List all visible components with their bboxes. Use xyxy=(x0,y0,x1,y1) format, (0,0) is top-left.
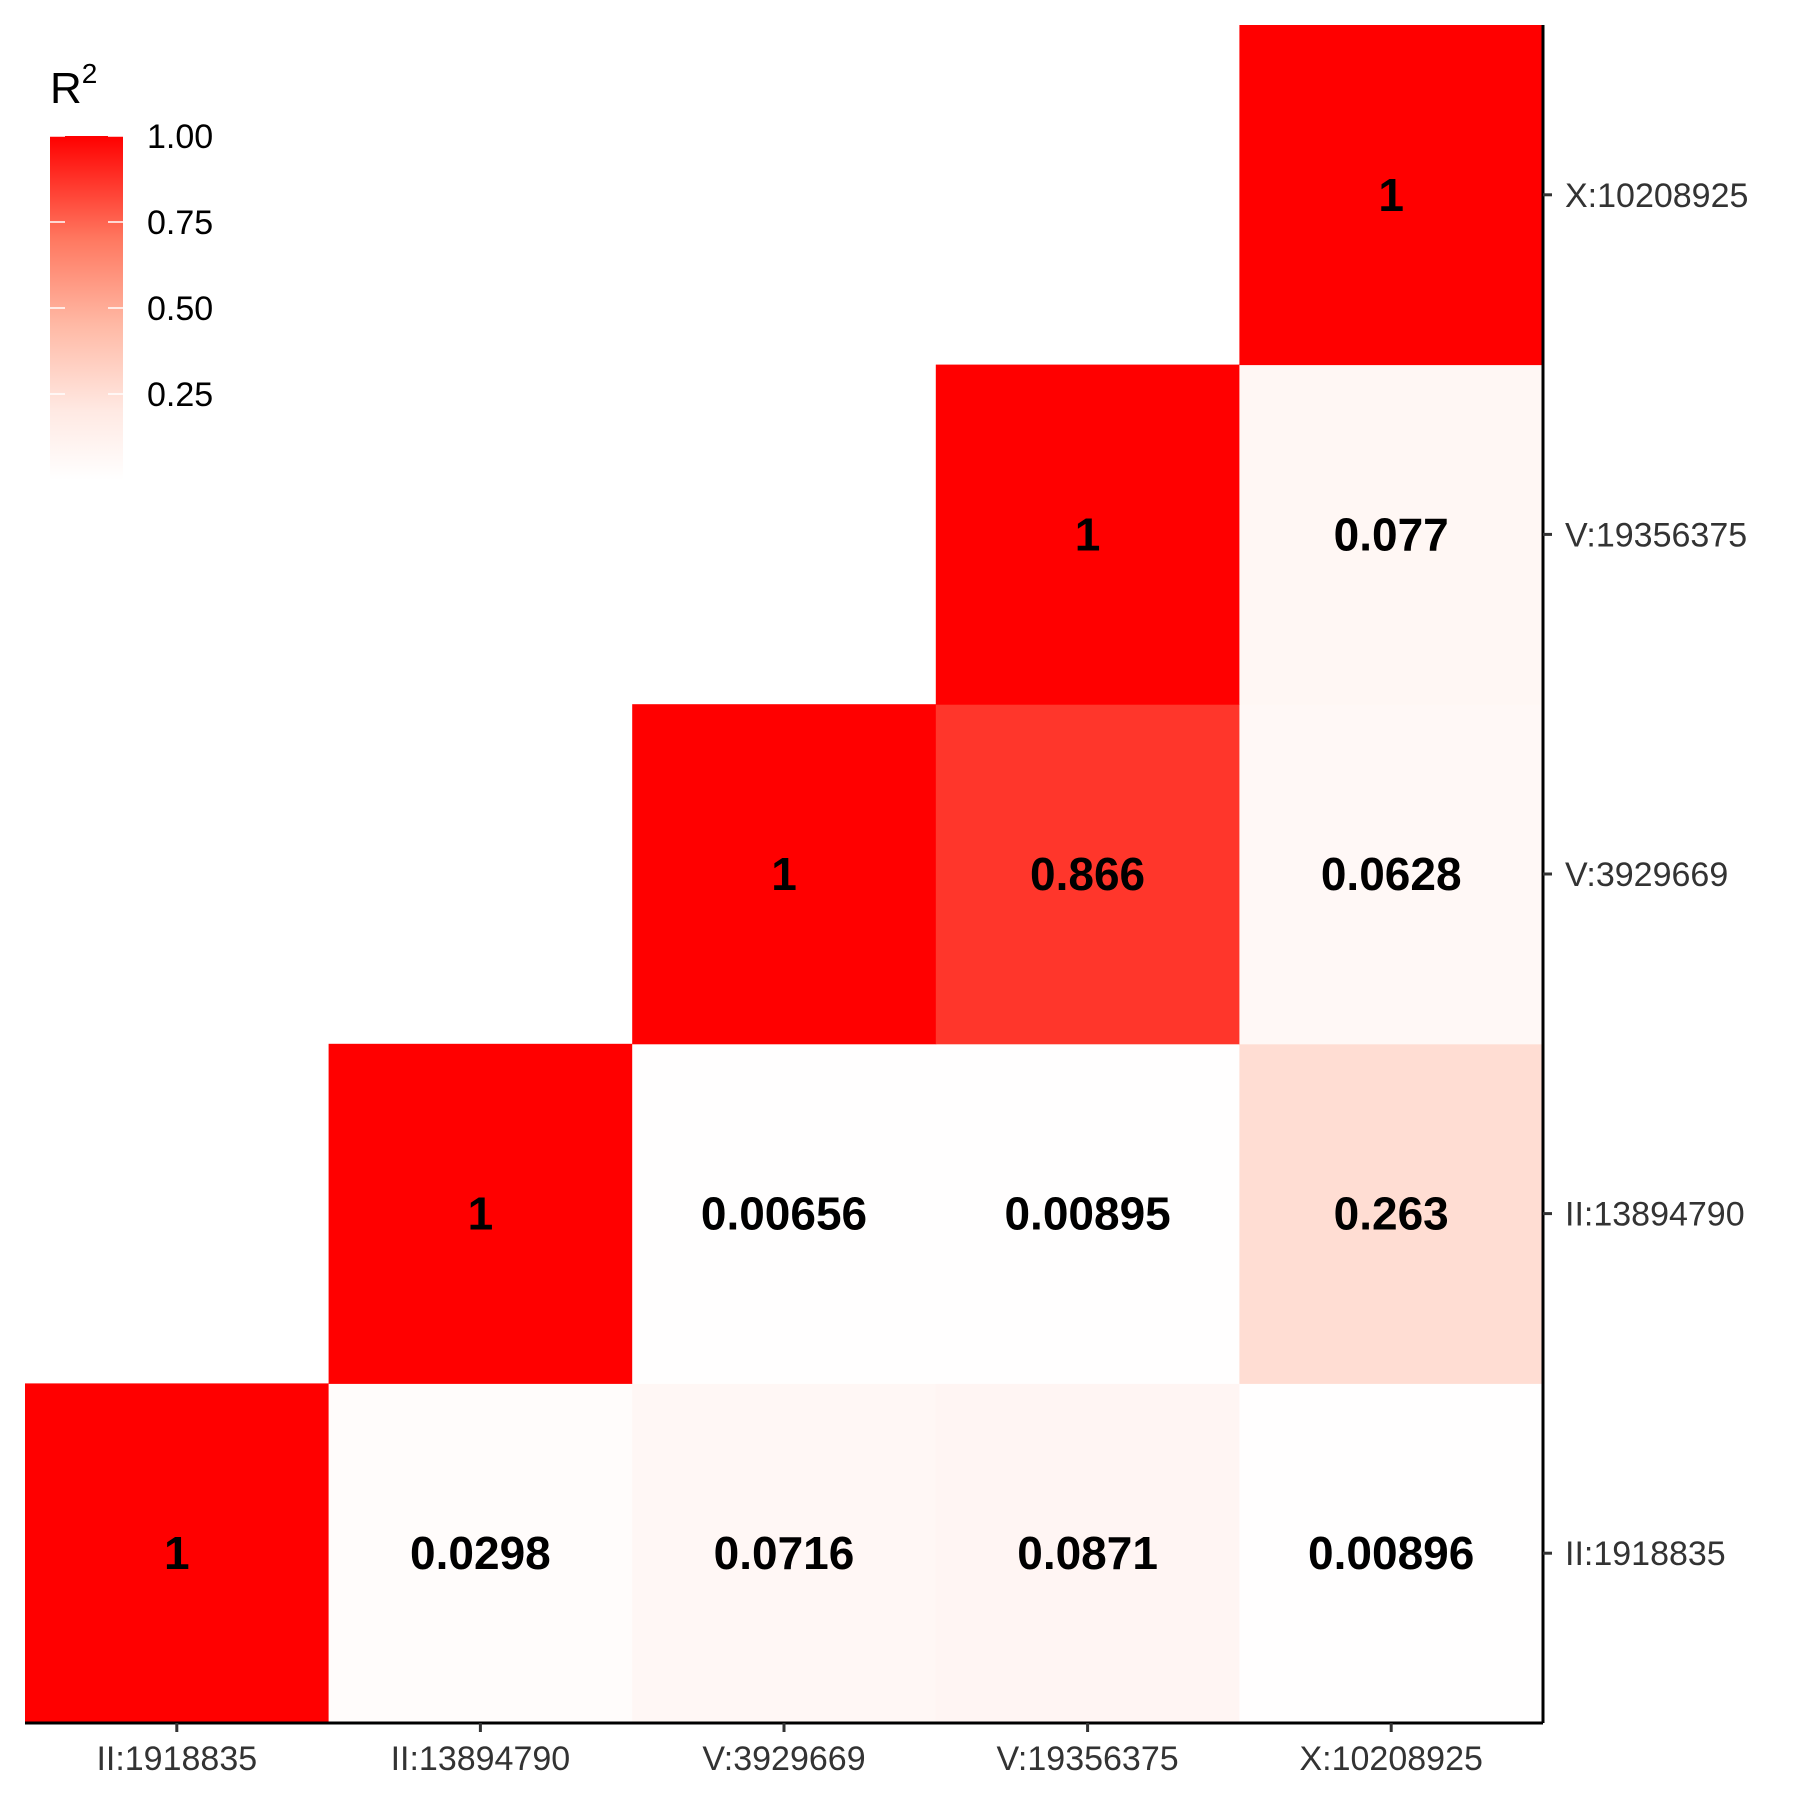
y-tick-label: II:1918835 xyxy=(1565,1535,1726,1573)
heatmap-cell-label: 0.00656 xyxy=(701,1188,867,1240)
heatmap-cell-label: 0.077 xyxy=(1334,508,1449,560)
heatmap-cell: 0.077 xyxy=(1239,364,1544,705)
heatmap-cell-rect xyxy=(1239,364,1544,705)
y-tick-label: X:10208925 xyxy=(1565,177,1748,215)
x-tick-label: II:13894790 xyxy=(391,1740,571,1778)
heatmap-cell-rect xyxy=(1239,1043,1544,1384)
heatmap-cell-label: 0.00896 xyxy=(1308,1527,1474,1579)
heatmap-cell: 1 xyxy=(328,1043,633,1384)
heatmap-cell-rect xyxy=(935,1043,1240,1384)
x-tick-label: V:3929669 xyxy=(702,1740,865,1778)
legend-tick-label: 1.00 xyxy=(147,118,213,156)
heatmap-cell-label: 1 xyxy=(771,848,797,900)
heatmap-cell-label: 0.0298 xyxy=(410,1527,551,1579)
heatmap-cell: 1 xyxy=(632,704,937,1045)
heatmap-cell: 0.00895 xyxy=(935,1043,1240,1384)
heatmap-cell-rect xyxy=(25,1383,330,1724)
heatmap-cell-rect xyxy=(632,1043,937,1384)
y-tick-label: V:3929669 xyxy=(1565,856,1728,894)
legend-ticks: 1.00 0.75 0.50 0.25 xyxy=(50,118,213,414)
heatmap-cell: 0.263 xyxy=(1239,1043,1544,1384)
heatmap-cell-label: 1 xyxy=(164,1527,190,1579)
legend-tick-label: 0.25 xyxy=(147,376,213,414)
heatmap-cell: 0.00656 xyxy=(632,1043,937,1384)
heatmap-cell-label: 1 xyxy=(1075,508,1101,560)
heatmap-cell: 1 xyxy=(25,1383,330,1724)
heatmap-cell-rect xyxy=(328,1043,633,1384)
heatmap-cell-label: 0.263 xyxy=(1334,1188,1449,1240)
heatmap-cell: 1 xyxy=(1239,25,1544,366)
legend-title: R2 xyxy=(50,58,97,113)
heatmap-cell: 0.866 xyxy=(935,704,1240,1045)
x-tick-label: II:1918835 xyxy=(96,1740,257,1778)
heatmap-cell-rect xyxy=(632,1383,937,1724)
x-tick-label: X:10208925 xyxy=(1299,1740,1482,1778)
heatmap-cell: 0.00896 xyxy=(1239,1383,1544,1724)
heatmap-cell: 0.0871 xyxy=(935,1383,1240,1724)
heatmap-cell-label: 0.0628 xyxy=(1321,848,1462,900)
heatmap-cell-label: 0.00895 xyxy=(1004,1188,1170,1240)
x-axis: II:1918835 II:13894790 V:3929669 V:19356375… xyxy=(25,1721,1543,1778)
legend: R2 1.00 0.75 0.50 0.25 xyxy=(50,58,213,480)
heatmap-cell-label: 0.866 xyxy=(1030,848,1145,900)
y-axis: II:1918835 II:13894790 V:3929669 V:19356375… xyxy=(1541,25,1748,1723)
x-tick-label: V:19356375 xyxy=(997,1740,1179,1778)
heatmap-cell-rect xyxy=(1239,704,1544,1045)
heatmap-cell-rect xyxy=(328,1383,633,1724)
heatmap-cell-rect xyxy=(632,704,937,1045)
y-tick-label: V:19356375 xyxy=(1565,516,1747,554)
heatmap-cell-rect xyxy=(935,364,1240,705)
heatmap-cell-rect xyxy=(935,704,1240,1045)
heatmap-cell: 1 xyxy=(935,364,1240,705)
heatmap-cell-rect xyxy=(935,1383,1240,1724)
heatmap-cell-label: 1 xyxy=(468,1188,494,1240)
heatmap-cell-label: 0.0716 xyxy=(714,1527,855,1579)
heatmap-cells: 1 0.0298 0.0716 0.0871 0.00896 1 0.00656 0.0089… xyxy=(25,25,1544,1724)
heatmap-cell-rect xyxy=(1239,1383,1544,1724)
heatmap-cell: 0.0628 xyxy=(1239,704,1544,1045)
heatmap-cell: 0.0298 xyxy=(328,1383,633,1724)
heatmap-cell-label: 0.0871 xyxy=(1017,1527,1158,1579)
heatmap-cell-label: 1 xyxy=(1378,169,1404,221)
heatmap-cell-rect xyxy=(1239,25,1544,366)
y-tick-label: II:13894790 xyxy=(1565,1196,1745,1234)
heatmap-cell: 0.0716 xyxy=(632,1383,937,1724)
legend-tick-label: 0.50 xyxy=(147,290,213,328)
legend-tick-label: 0.75 xyxy=(147,204,213,242)
